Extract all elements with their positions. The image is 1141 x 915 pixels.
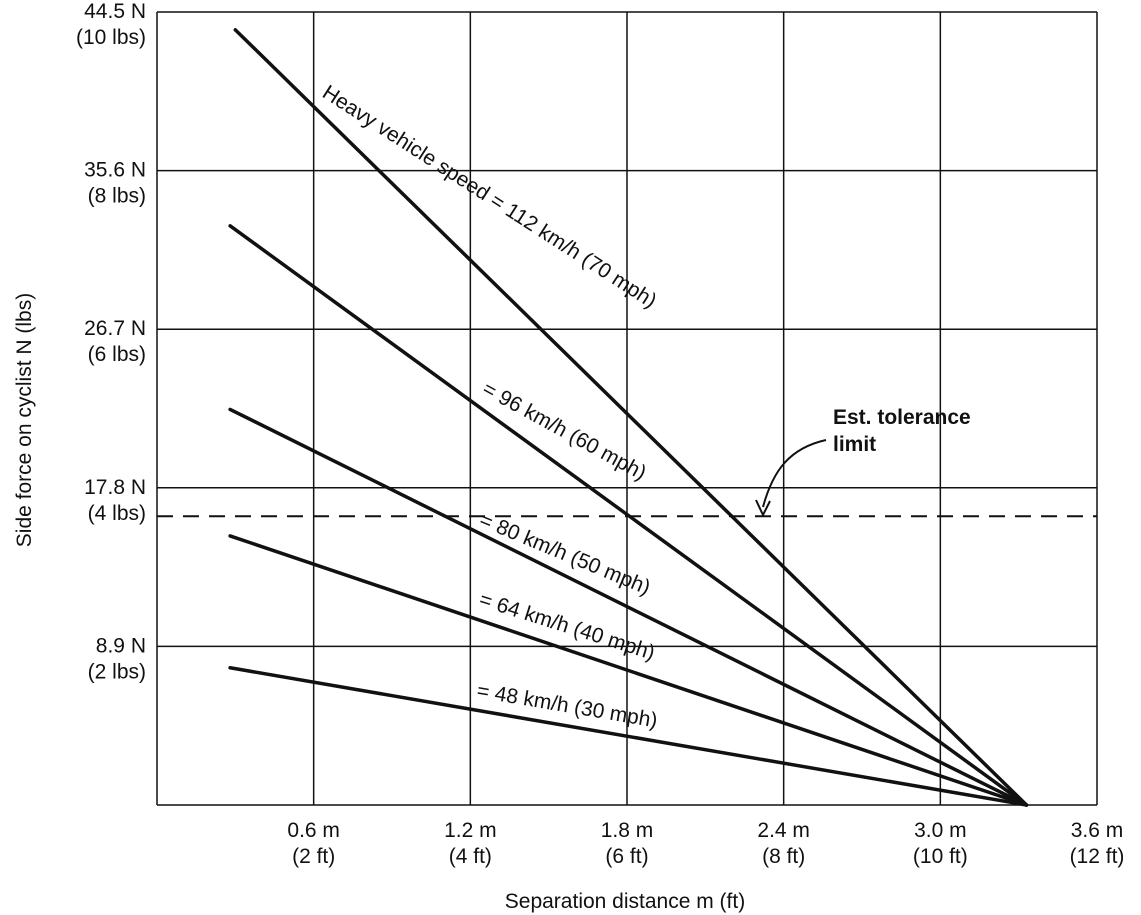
- y-axis-title: Side force on cyclist N (lbs): [13, 293, 36, 547]
- series-line-2: [228, 407, 1029, 807]
- annotation-line-1: Est. tolerance: [833, 406, 971, 429]
- x-tick-sublabel-4: (10 ft): [913, 845, 968, 868]
- annotation-arrowhead: [755, 499, 771, 518]
- x-axis-title: Separation distance m (ft): [505, 890, 745, 913]
- x-tick-label-5: 3.6 m: [1071, 819, 1124, 842]
- x-tick-sublabel-1: (4 ft): [449, 845, 492, 868]
- series-line-0: [233, 28, 1029, 807]
- x-tick-label-2: 1.8 m: [601, 819, 654, 842]
- x-tick-sublabel-3: (8 ft): [762, 845, 805, 868]
- series-line-4: [228, 666, 1029, 807]
- x-tick-sublabel-5: (12 ft): [1070, 845, 1125, 868]
- plot-frame: [156, 11, 1098, 806]
- y-tick-sublabel-2: (6 lbs): [88, 343, 146, 366]
- annotation-line-2: limit: [833, 433, 876, 456]
- y-tick-sublabel-1: (4 lbs): [88, 502, 146, 525]
- grid: [157, 12, 1097, 805]
- x-tick-labels: 0.6 m (2 ft) 1.2 m (4 ft) 1.8 m (6 ft) 2.4 m (8…: [287, 819, 1124, 868]
- x-tick-label-1: 1.2 m: [444, 819, 497, 842]
- tolerance-annotation: Est. tolerance limit: [755, 406, 971, 518]
- y-tick-label-2: 26.7 N: [84, 317, 146, 340]
- y-tick-labels: 8.9 N (2 lbs) 17.8 N (4 lbs) 26.7 N (6 lbs) 35…: [76, 0, 146, 683]
- annotation-arrow: [762, 439, 827, 508]
- y-tick-label-0: 8.9 N: [96, 634, 146, 657]
- x-tick-sublabel-0: (2 ft): [292, 845, 335, 868]
- x-tick-label-4: 3.0 m: [914, 819, 967, 842]
- series-label-64: = 64 km/h (40 mph): [476, 588, 657, 665]
- y-tick-label-3: 35.6 N: [84, 159, 146, 182]
- series-labels: Heavy vehicle speed = 112 km/h (70 mph) …: [318, 81, 660, 733]
- x-tick-label-0: 0.6 m: [287, 819, 340, 842]
- y-tick-sublabel-4: (10 lbs): [76, 26, 146, 49]
- series-line-3: [228, 534, 1029, 807]
- y-tick-label-4: 44.5 N: [84, 0, 146, 23]
- y-tick-label-1: 17.8 N: [84, 476, 146, 499]
- x-tick-label-3: 2.4 m: [757, 819, 810, 842]
- y-tick-sublabel-0: (2 lbs): [88, 660, 146, 683]
- y-tick-sublabel-3: (8 lbs): [88, 185, 146, 208]
- x-tick-sublabel-2: (6 ft): [605, 845, 648, 868]
